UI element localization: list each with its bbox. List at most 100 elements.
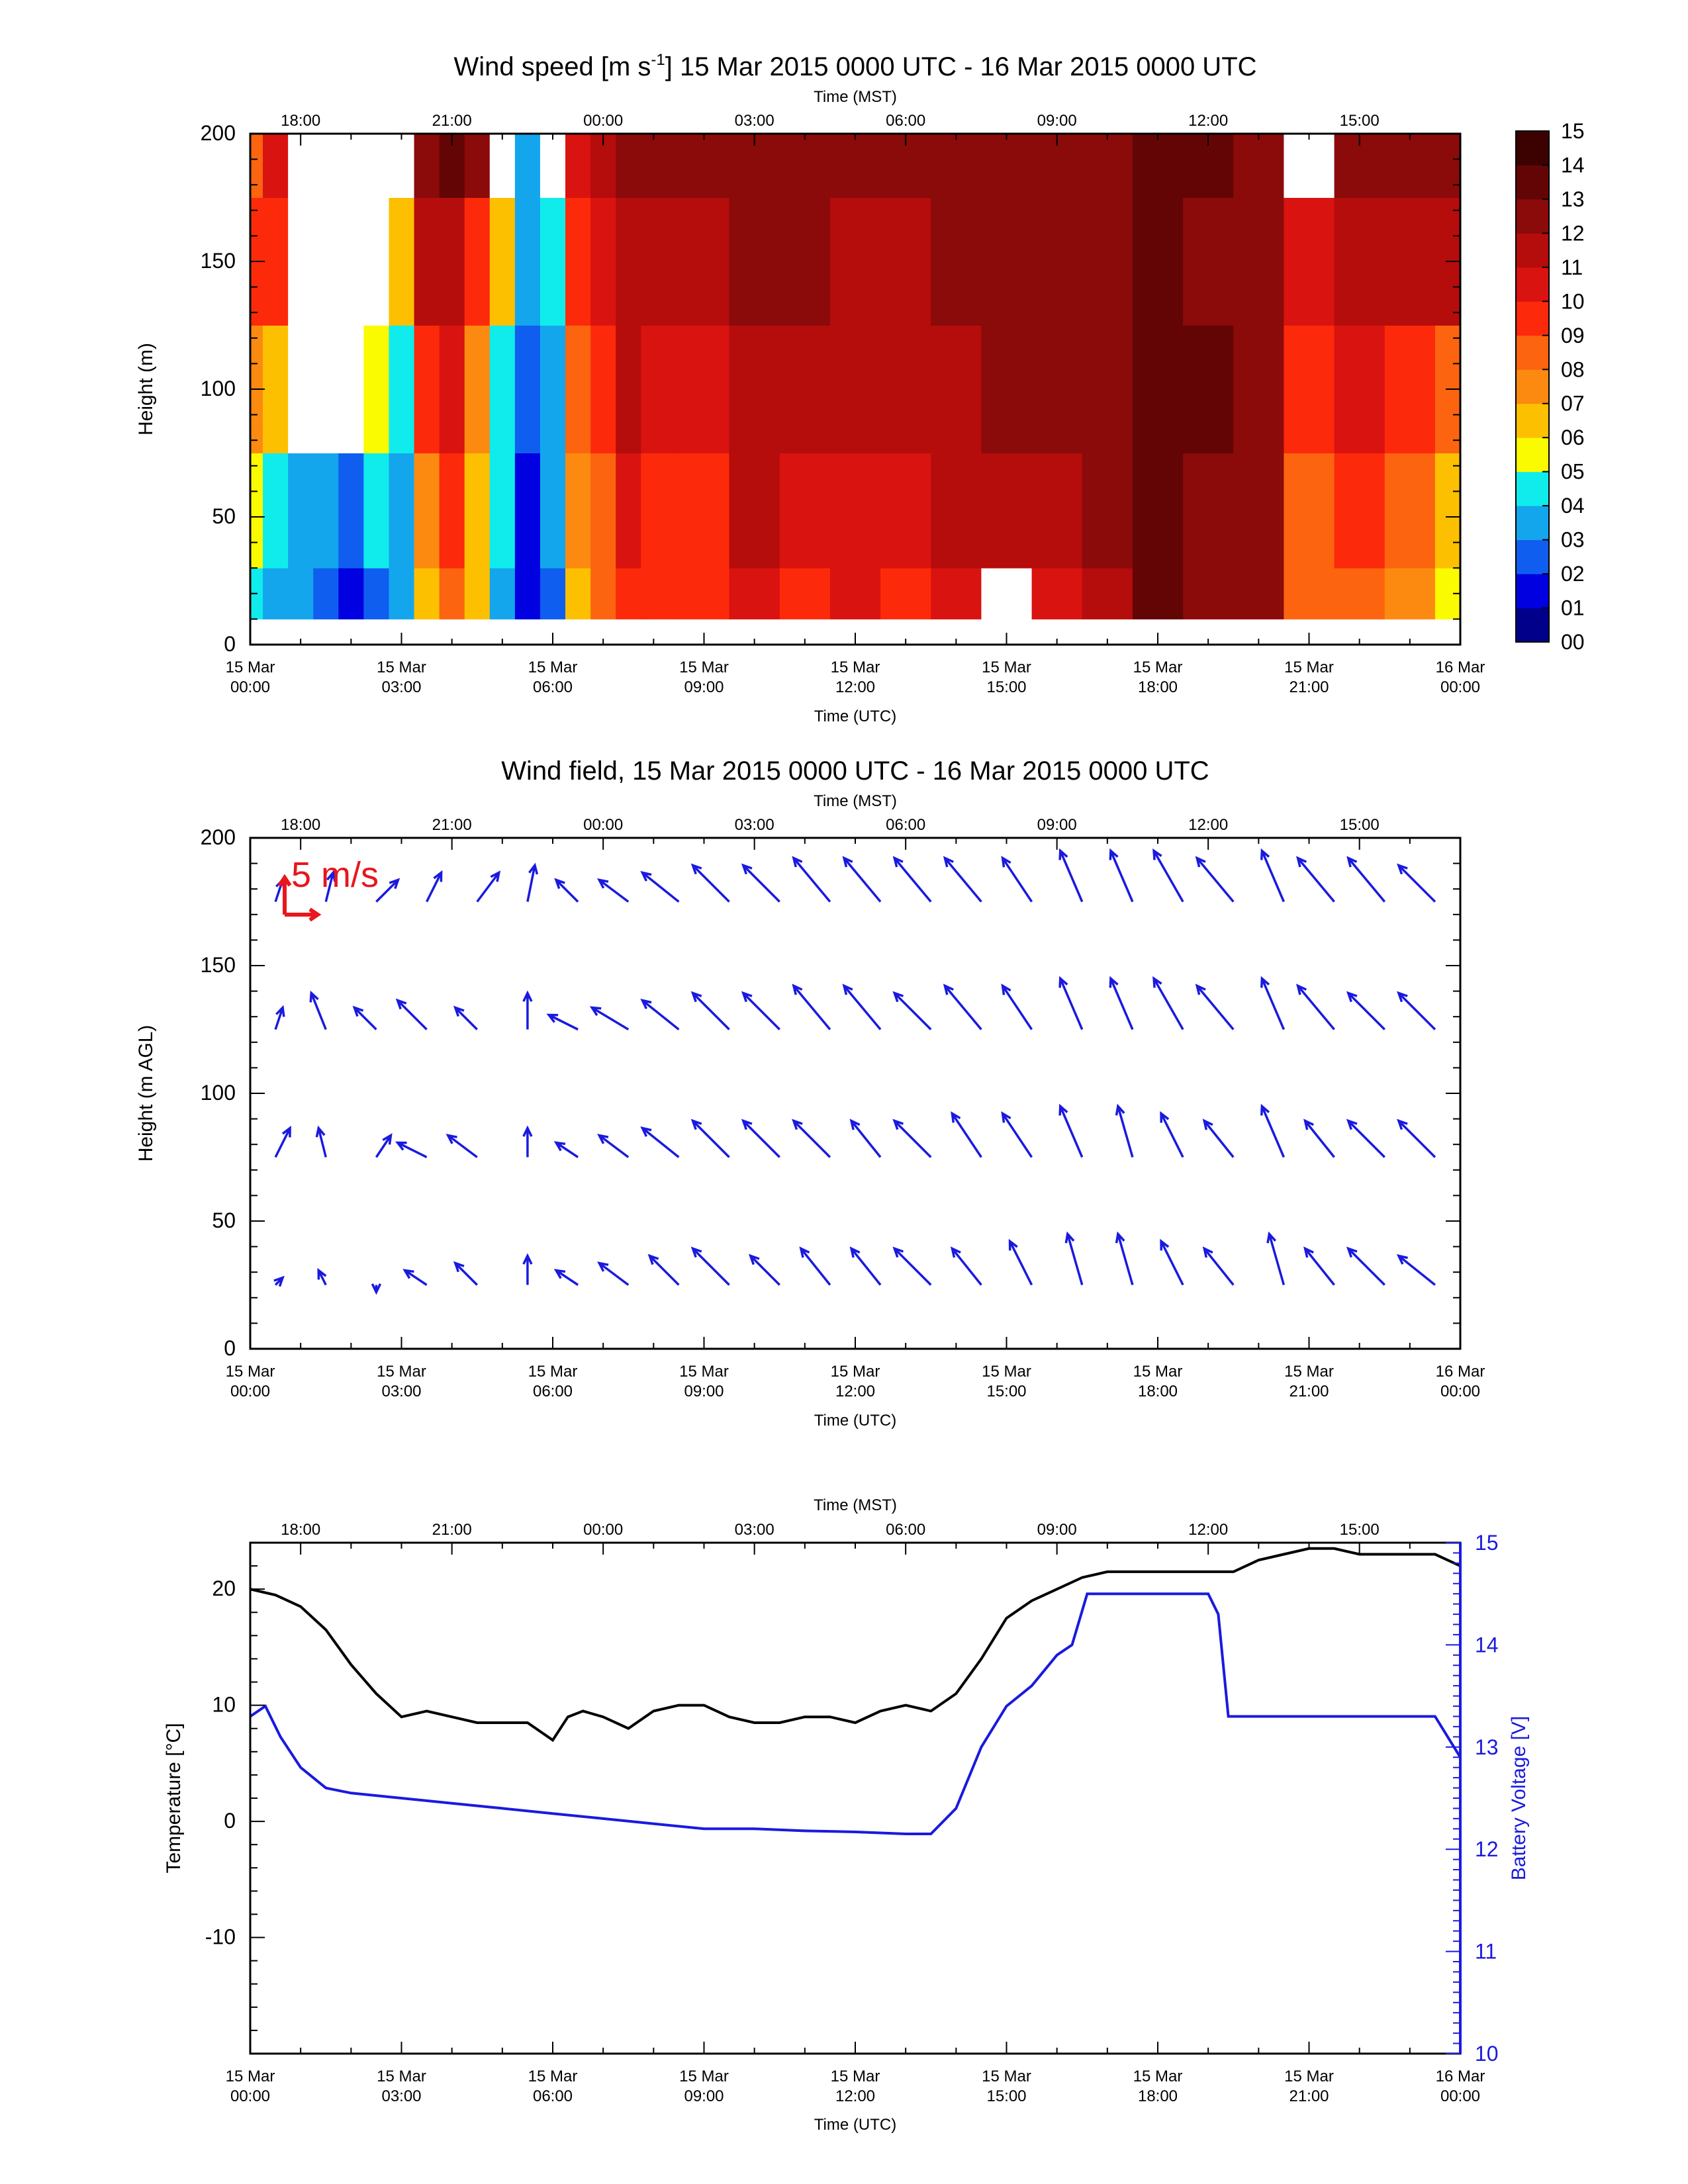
heatmap-cell	[1082, 325, 1133, 453]
wind-vector	[1008, 1238, 1033, 1286]
heatmap-cell	[414, 325, 440, 453]
heatmap-cell	[1384, 197, 1436, 326]
heatmap-cell	[1334, 568, 1385, 619]
wind-vector	[640, 1126, 680, 1158]
heatmap-cell	[565, 568, 591, 619]
heatmap-cell	[464, 568, 491, 619]
wind-vector	[647, 1253, 680, 1286]
heatmap-cell	[539, 453, 566, 569]
heatmap-cell	[464, 197, 491, 326]
wind-vector	[1396, 1253, 1436, 1286]
utc-tick-label-time: 03:00	[381, 2087, 421, 2105]
heatmap-cell	[414, 134, 440, 198]
heatmap-cell	[590, 568, 616, 619]
heatmap-cell	[288, 325, 314, 453]
heatmap-cell	[880, 325, 931, 453]
wind-vector	[324, 870, 336, 902]
mst-tick-label: 21:00	[432, 1521, 472, 1539]
heatmap-cell	[489, 197, 516, 326]
mst-tick-label: 18:00	[281, 1521, 320, 1539]
wind-vector	[892, 1246, 932, 1286]
mst-tick-label: 15:00	[1340, 1521, 1380, 1539]
wind-field-axes: 15 Mar 00:00 15 Mar 03:00 15 Mar 06:00 15 Mar 0…	[201, 816, 1485, 1400]
heatmap-cell	[389, 197, 415, 326]
wind-vector	[426, 870, 443, 903]
wind-vector	[597, 1134, 630, 1158]
wind-vector	[1303, 1246, 1335, 1286]
temperature-tick-label: -10	[205, 1925, 236, 1949]
utc-tick-label-date: 15 Mar	[831, 1363, 880, 1381]
wind-vector	[597, 878, 630, 903]
height-tick-label: 50	[212, 1208, 236, 1232]
wind-vector	[1195, 983, 1235, 1030]
wind-vector	[1260, 976, 1286, 1030]
heatmap-cell	[931, 197, 982, 326]
utc-tick-label-time: 21:00	[1289, 2087, 1329, 2105]
heatmap-cell	[829, 325, 881, 453]
heatmap-cell	[539, 568, 566, 619]
heatmap-cell	[389, 325, 415, 453]
heatmap-cell	[439, 325, 465, 453]
mst-tick-label: 21:00	[432, 816, 472, 834]
wind-vector	[1397, 863, 1436, 903]
heatmap-cell	[363, 197, 389, 326]
wind-vector	[792, 1118, 831, 1158]
heatmap-cell	[338, 134, 364, 198]
heatmap-cell	[1082, 568, 1133, 619]
utc-tick-label-time: 06:00	[533, 2087, 573, 2105]
heatmap-cell	[250, 453, 263, 569]
heatmap-cell	[464, 134, 491, 198]
heatmap-cell	[263, 134, 289, 198]
heatmap-cell	[779, 453, 831, 569]
utc-tick-label-time: 00:00	[230, 1383, 270, 1400]
wind-vector	[453, 1005, 478, 1030]
wind-vector	[522, 990, 533, 1030]
heatmap-cell	[338, 568, 364, 619]
heatmap-cell	[1384, 325, 1436, 453]
heatmap-cell	[1082, 197, 1133, 326]
heatmap-cell	[489, 568, 516, 619]
heatmap-cell	[981, 197, 1033, 326]
wind-vector	[640, 870, 680, 903]
heatmap-cell	[489, 325, 516, 453]
temperature-series-line	[250, 1547, 1460, 1743]
heatmap-cell	[1334, 197, 1385, 326]
wind-vector	[1346, 991, 1385, 1030]
wind-vector	[1160, 1238, 1184, 1286]
utc-tick-label-date: 15 Mar	[679, 1363, 729, 1381]
wind-field-panel: Wind field, 15 Mar 2015 0000 UTC - 16 Ma…	[135, 756, 1485, 1430]
utc-tick-label-time: 18:00	[1138, 1383, 1178, 1400]
heatmap-cell	[1183, 453, 1234, 569]
utc-tick-label-date: 15 Mar	[679, 659, 729, 676]
colorbar-segment	[1516, 403, 1549, 438]
heatmap-cell	[263, 568, 289, 619]
colorbar-label: 07	[1561, 392, 1585, 416]
wind-vector	[395, 1141, 428, 1159]
utc-tick-label-time: 15:00	[986, 2087, 1026, 2105]
utc-tick-label-date: 15 Mar	[1133, 1363, 1183, 1381]
heatmap-cell	[338, 197, 364, 326]
wind-vector	[589, 1006, 630, 1031]
wind-vector	[553, 1141, 579, 1158]
colorbar-segment	[1516, 267, 1549, 302]
heatmap-cell	[1082, 453, 1133, 569]
heatmap-cell	[414, 453, 440, 569]
heatmap-cell	[313, 134, 339, 198]
battery-tick-label: 13	[1475, 1735, 1499, 1759]
wind-vector	[1195, 856, 1235, 903]
mst-tick-label: 15:00	[1340, 112, 1380, 130]
utc-tick-label-time: 09:00	[684, 678, 724, 696]
utc-tick-label-date: 15 Mar	[377, 1363, 426, 1381]
utc-tick-label-time: 15:00	[986, 678, 1026, 696]
wind-vector	[371, 1283, 382, 1295]
heatmap-cell	[981, 325, 1033, 453]
utc-tick-label-date: 15 Mar	[982, 2068, 1031, 2085]
heatmap-cell	[313, 453, 339, 569]
heatmap-cell	[539, 325, 566, 453]
wind-vector	[597, 1261, 630, 1286]
heatmap-cell	[1132, 197, 1184, 326]
mst-tick-label: 03:00	[735, 1521, 774, 1539]
reference-vector: 5 m/s	[277, 855, 379, 922]
heatmap-cell	[829, 134, 881, 198]
heatmap-cell	[931, 568, 982, 619]
